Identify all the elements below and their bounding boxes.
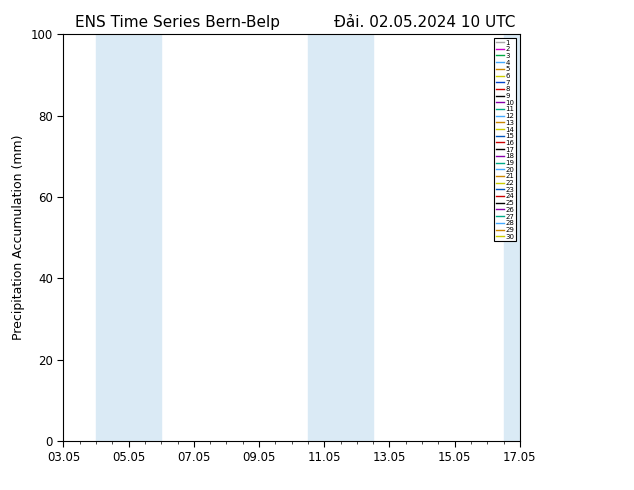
- Bar: [96, 34, 161, 441]
- Text: Đải. 02.05.2024 10 UTC: Đải. 02.05.2024 10 UTC: [334, 15, 515, 30]
- Y-axis label: Precipitation Accumulation (mm): Precipitation Accumulation (mm): [12, 135, 25, 341]
- Bar: [308, 34, 373, 441]
- Bar: [503, 34, 526, 441]
- Legend: 1, 2, 3, 4, 5, 6, 7, 8, 9, 10, 11, 12, 13, 14, 15, 16, 17, 18, 19, 20, 21, 22, 2: 1, 2, 3, 4, 5, 6, 7, 8, 9, 10, 11, 12, 1…: [495, 38, 517, 242]
- Text: ENS Time Series Bern-Belp: ENS Time Series Bern-Belp: [75, 15, 280, 30]
